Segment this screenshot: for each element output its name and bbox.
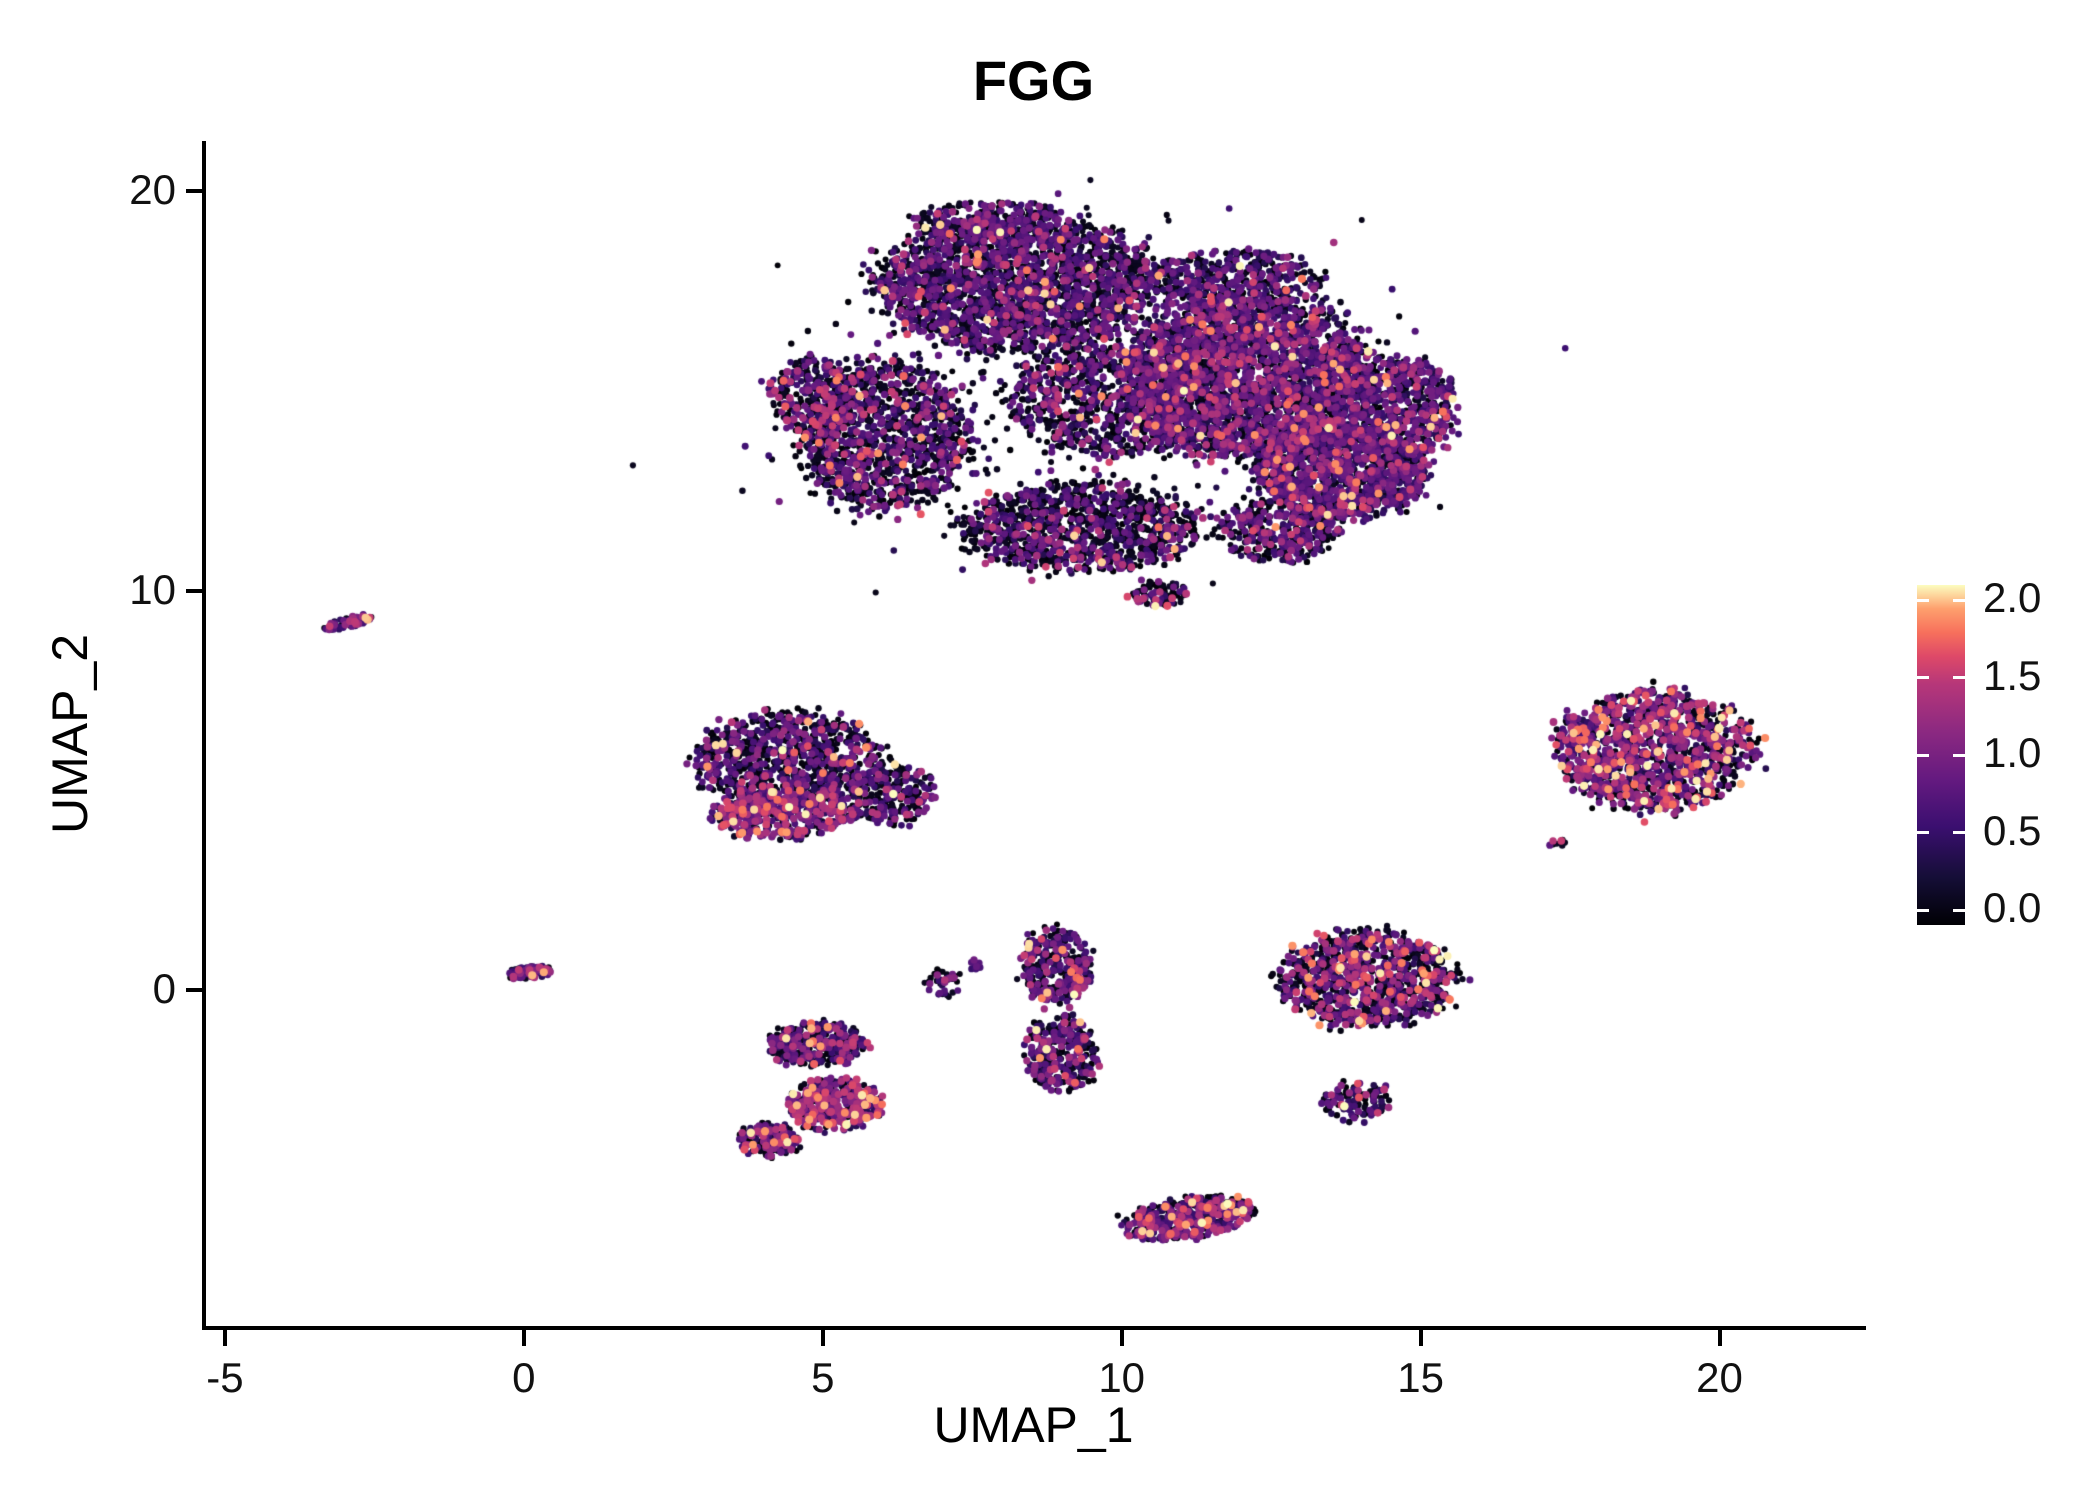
y-tick-label: 0 [152,965,176,1013]
chart-title: FGG [972,49,1095,112]
x-axis-line [202,1326,1866,1330]
colorbar-tick [1953,753,1965,757]
colorbar-tick [1953,676,1965,679]
x-tick [521,1330,526,1346]
colorbar-tick-label: 1.5 [1983,651,2042,699]
y-tick-label: 10 [129,565,176,613]
y-tick [186,188,202,193]
x-tick-label: 5 [811,1354,835,1401]
x-tick [1418,1330,1423,1346]
x-tick [1119,1330,1124,1346]
colorbar-tick [1953,598,1965,602]
colorbar-tick [1953,831,1965,834]
y-tick [186,588,202,593]
y-axis-title: UMAP_2 [42,633,98,835]
x-tick [1717,1330,1722,1346]
x-tick-label: 0 [512,1354,536,1401]
colorbar-tick [1917,908,1929,912]
y-tick-label: 20 [129,165,176,213]
colorbar-tick [1917,598,1929,602]
colorbar-tick [1917,676,1929,679]
x-tick [820,1330,825,1346]
x-tick-label: 10 [1098,1354,1146,1401]
colorbar-tick-label: 0.0 [1983,884,2042,931]
colorbar-tick [1953,908,1965,912]
x-tick-label: -5 [206,1354,244,1401]
colorbar-tick-label: 2.0 [1983,574,2042,621]
colorbar-tick [1917,831,1929,834]
colorbar-tick-label: 0.5 [1983,806,2042,854]
y-tick [186,988,202,993]
colorbar-tick [1917,753,1929,757]
x-tick-label: 15 [1397,1354,1444,1401]
x-axis-title: UMAP_1 [933,1397,1134,1453]
x-tick [222,1330,227,1346]
x-tick-label: 20 [1696,1354,1743,1401]
colorbar-tick-label: 1.0 [1983,729,2042,776]
y-axis-line [202,141,206,1330]
